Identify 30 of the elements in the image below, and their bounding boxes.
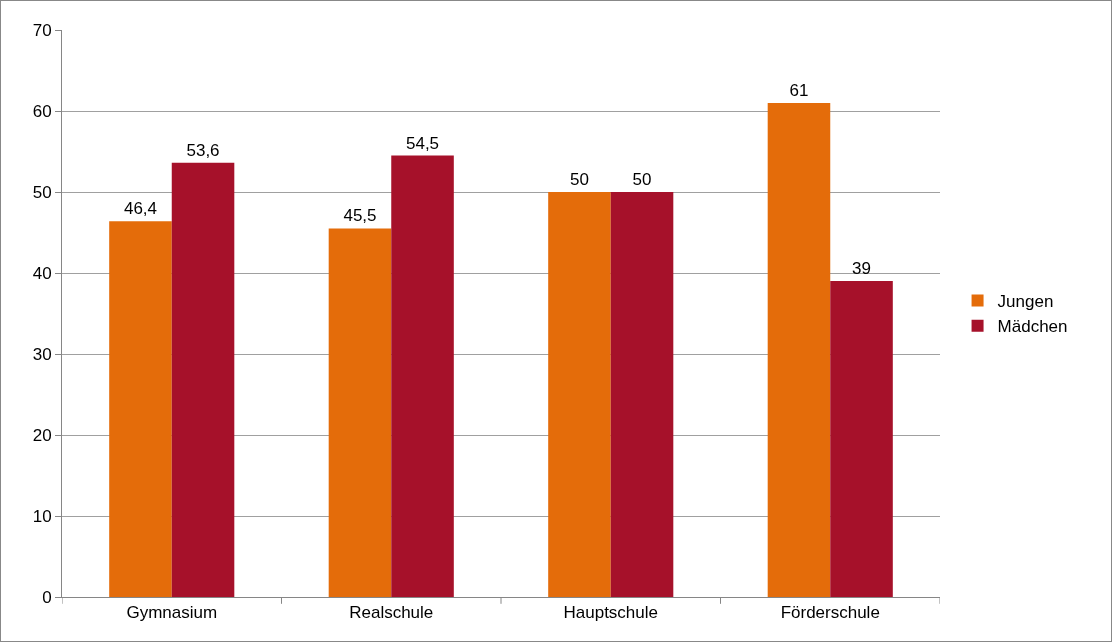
data-label: 39 <box>852 259 871 279</box>
x-tick-label: Gymnasium <box>126 603 218 623</box>
data-label: 61 <box>789 80 809 100</box>
y-tick-label: 70 <box>32 20 52 40</box>
data-label: 46,4 <box>123 199 158 219</box>
bar <box>109 221 172 597</box>
x-tick-label: Hauptschule <box>563 603 659 623</box>
data-label: 50 <box>632 170 652 189</box>
x-tick-label: Realschule <box>349 603 434 623</box>
bar <box>391 155 454 597</box>
legend-label: Jungen <box>997 292 1054 312</box>
y-tick-label: 0 <box>42 587 52 607</box>
data-label: 53,6 <box>186 140 220 160</box>
y-tick-label: 60 <box>32 101 52 121</box>
bar <box>610 192 674 597</box>
y-tick-label: 20 <box>32 425 52 445</box>
y-tick-label: 50 <box>32 182 52 202</box>
legend-label: Mädchen <box>997 317 1068 337</box>
x-tick-label: Förderschule <box>780 603 880 623</box>
bar <box>548 192 611 597</box>
data-label: 54,5 <box>405 133 440 153</box>
data-label: 50 <box>570 170 589 189</box>
y-tick-label: 40 <box>32 263 52 283</box>
y-tick-label: 30 <box>32 344 52 364</box>
bar <box>830 281 893 597</box>
data-label: 45,5 <box>343 206 377 226</box>
bar <box>767 102 831 597</box>
bar <box>328 228 392 597</box>
bar <box>171 162 235 597</box>
y-tick-label: 10 <box>32 506 52 526</box>
